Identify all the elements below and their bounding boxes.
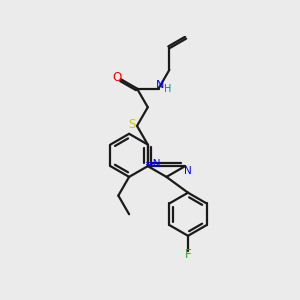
Text: N: N [184, 166, 191, 176]
Text: H: H [164, 84, 172, 94]
Text: O: O [113, 71, 122, 84]
Text: F: F [185, 248, 191, 261]
Text: S: S [128, 118, 135, 131]
Text: =N: =N [145, 159, 161, 169]
Text: N: N [156, 80, 164, 91]
